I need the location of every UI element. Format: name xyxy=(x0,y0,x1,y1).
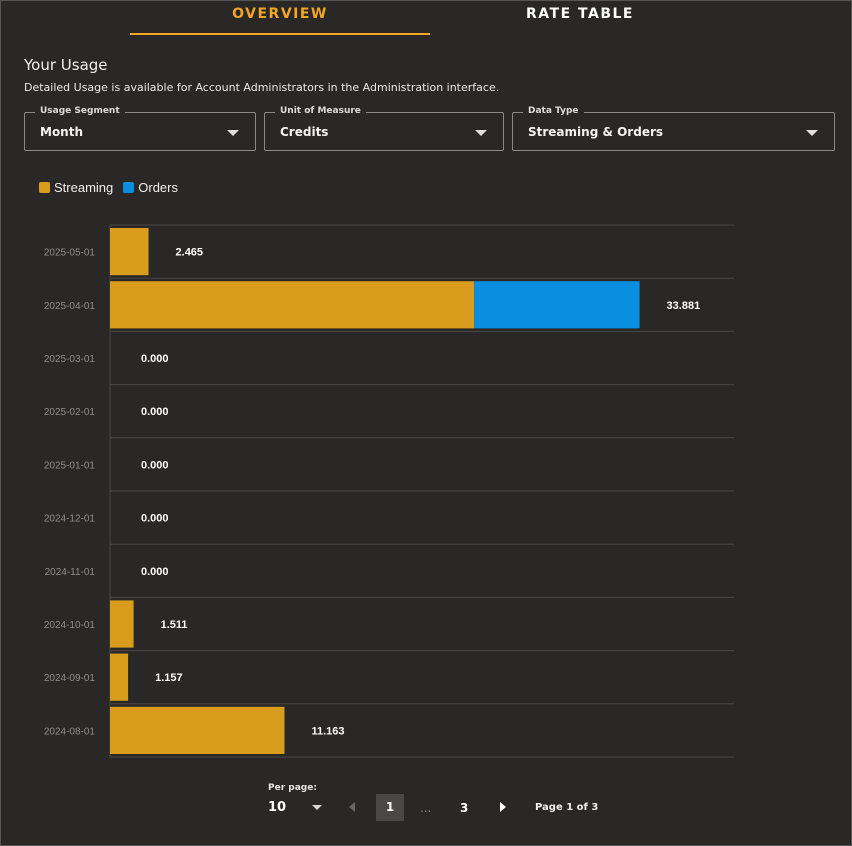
y-tick-label: 2024-11-01 xyxy=(45,567,96,578)
page-ellipsis: ... xyxy=(420,801,432,815)
usage-segment-select[interactable]: Usage Segment Month xyxy=(24,106,256,151)
bar-value-label: 1.157 xyxy=(155,672,183,684)
y-tick-label: 2025-02-01 xyxy=(44,407,96,418)
data-type-value: Streaming & Orders xyxy=(528,125,664,139)
y-tick-label: 2024-10-01 xyxy=(44,620,96,631)
y-tick-label: 2025-04-01 xyxy=(44,301,96,312)
usage-segment-label: Usage Segment xyxy=(35,106,125,116)
bar-streaming xyxy=(110,281,475,329)
legend-item-streaming[interactable]: Streaming xyxy=(39,180,113,195)
data-type-select[interactable]: Data Type Streaming & Orders xyxy=(512,106,835,151)
usage-segment-value: Month xyxy=(40,125,84,139)
bar-value-label: 2.465 xyxy=(176,247,204,259)
bar-value-label: 0.000 xyxy=(141,513,169,525)
unit-of-measure-label: Unit of Measure xyxy=(275,106,366,116)
y-tick-label: 2025-05-01 xyxy=(44,248,96,259)
page-info: Page 1 of 3 xyxy=(535,802,599,813)
bar-orders xyxy=(474,281,640,329)
bar-streaming xyxy=(110,600,134,648)
chevron-down-icon xyxy=(806,130,818,136)
legend-swatch-streaming xyxy=(39,182,50,193)
y-tick-label: 2024-09-01 xyxy=(44,673,96,684)
bar-value-label: 0.000 xyxy=(141,406,169,418)
per-page-select[interactable]: 10 xyxy=(268,800,287,815)
y-tick-label: 2024-12-01 xyxy=(44,514,96,525)
bar-value-label: 33.881 xyxy=(667,300,701,312)
legend-swatch-orders xyxy=(123,182,135,193)
unit-of-measure-select[interactable]: Unit of Measure Credits xyxy=(264,106,504,151)
y-tick-label: 2025-03-01 xyxy=(44,354,96,365)
legend-label-orders: Orders xyxy=(138,180,178,195)
page-button-current[interactable]: 1 xyxy=(376,794,404,821)
chart-legend: Streaming Orders xyxy=(39,180,188,195)
legend-item-orders[interactable]: Orders xyxy=(123,180,178,195)
bar-streaming xyxy=(110,653,129,701)
previous-page-icon[interactable] xyxy=(349,802,355,812)
tab-overview[interactable]: OVERVIEW xyxy=(232,6,328,22)
next-page-icon[interactable] xyxy=(500,802,506,812)
bar-value-label: 11.163 xyxy=(311,725,344,737)
page-title: Your Usage xyxy=(24,56,108,74)
chevron-down-icon xyxy=(475,130,487,136)
chevron-down-icon xyxy=(227,130,239,136)
y-tick-label: 2024-08-01 xyxy=(44,726,96,737)
bar-value-label: 0.000 xyxy=(141,353,169,365)
bar-streaming xyxy=(110,706,285,754)
per-page-label: Per page: xyxy=(268,783,317,793)
unit-of-measure-value: Credits xyxy=(280,125,329,139)
data-type-label: Data Type xyxy=(523,106,584,116)
page-subtitle: Detailed Usage is available for Account … xyxy=(24,81,500,94)
y-tick-label: 2025-01-01 xyxy=(44,460,96,471)
active-tab-indicator xyxy=(130,33,430,35)
bar-value-label: 1.511 xyxy=(161,619,188,631)
bar-value-label: 0.000 xyxy=(141,566,169,578)
bar-value-label: 0.000 xyxy=(141,459,169,471)
bar-streaming xyxy=(110,228,149,276)
page-button-last[interactable]: 3 xyxy=(460,801,469,815)
chevron-down-icon[interactable] xyxy=(312,805,322,810)
legend-label-streaming: Streaming xyxy=(54,180,114,195)
tab-rate-table[interactable]: RATE TABLE xyxy=(526,6,634,22)
